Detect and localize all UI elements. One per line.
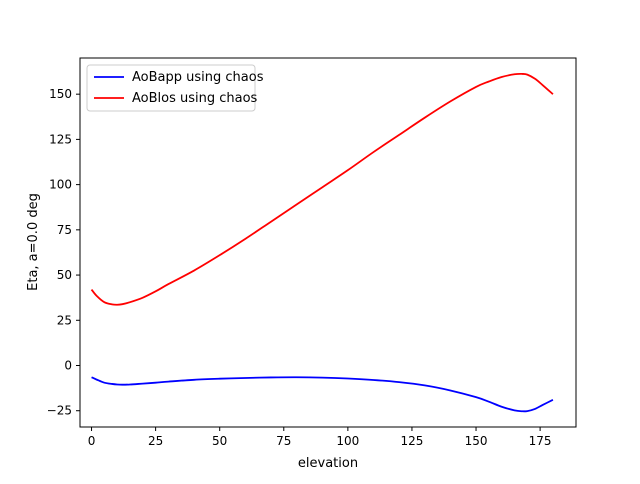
- legend-frame: [86, 64, 256, 112]
- y-tick-label: 125: [49, 132, 72, 146]
- x-tick-label: 100: [336, 434, 359, 448]
- y-tick-label: 25: [57, 313, 72, 327]
- x-tick-label: 0: [88, 434, 96, 448]
- y-tick-label: 50: [57, 268, 72, 282]
- series-line-aobapp: [91, 376, 554, 413]
- series-line-aoblos: [90, 72, 554, 306]
- legend-label-aobapp: AoBapp using chaos: [132, 70, 264, 85]
- x-tick-label: 125: [400, 434, 423, 448]
- x-axis-label: elevation: [298, 456, 358, 471]
- y-tick-label: 0: [64, 359, 72, 373]
- x-axis-ticks: 0 25 50 75 100 125 150 175: [88, 427, 552, 448]
- plot-frame: [79, 57, 577, 428]
- x-tick-label: 150: [465, 434, 488, 448]
- legend-label-aoblos: AoBlos using chaos: [132, 91, 258, 106]
- x-tick-label: 175: [529, 434, 552, 448]
- x-tick-label: 25: [148, 434, 163, 448]
- y-tick-label: 100: [49, 178, 72, 192]
- y-tick-label: −25: [47, 404, 72, 418]
- x-tick-label: 75: [276, 434, 291, 448]
- legend: AoBapp using chaos AoBlos using chaos: [86, 64, 264, 112]
- y-tick-label: 75: [57, 223, 72, 237]
- x-tick-label: 50: [212, 434, 227, 448]
- y-tick-label: 150: [49, 87, 72, 101]
- y-axis-label: Eta, a=0.0 deg: [26, 193, 41, 291]
- y-axis-ticks: −25 0 25 50 75 100 125 150: [47, 87, 80, 418]
- series-layer: [90, 72, 554, 413]
